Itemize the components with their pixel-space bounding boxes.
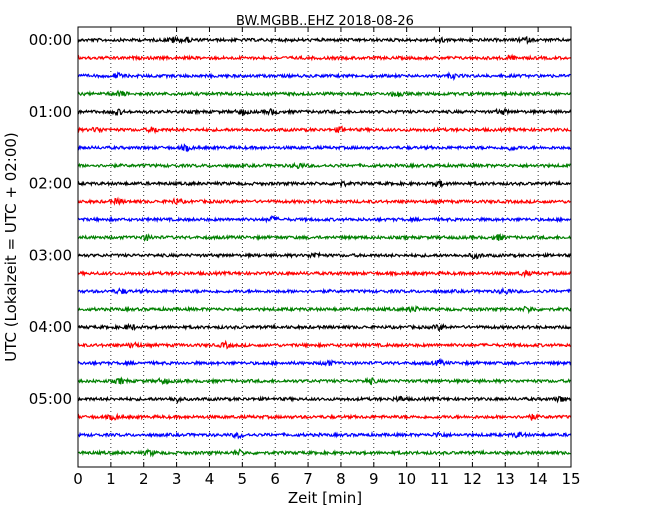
trace-row-15: [77, 304, 572, 315]
y-tick-label: 04:00: [29, 318, 72, 336]
x-tick-label: 1: [106, 470, 116, 488]
chart-title: BW.MGBB..EHZ 2018-08-26: [236, 14, 414, 29]
x-tick-label: 10: [397, 470, 416, 488]
trace-row-4: [77, 107, 572, 117]
trace-row-2: [77, 71, 571, 82]
x-tick-label: 11: [430, 470, 449, 488]
y-tick-label: 02:00: [29, 175, 72, 193]
trace-row-12: [77, 251, 572, 260]
y-tick-label: 05:00: [29, 390, 72, 408]
trace-row-16: [77, 322, 572, 332]
y-tick-label: 00:00: [29, 31, 72, 49]
x-tick-label: 6: [270, 470, 280, 488]
y-tick-label: 01:00: [29, 103, 72, 121]
x-tick-label: 14: [529, 470, 548, 488]
trace-lines: [77, 35, 572, 458]
x-tick-label: 0: [73, 470, 83, 488]
trace-row-11: [77, 233, 572, 242]
x-tick-label: 13: [496, 470, 515, 488]
x-tick-label: 3: [172, 470, 182, 488]
x-tick-label: 12: [463, 470, 482, 488]
trace-row-14: [77, 286, 571, 295]
trace-row-17: [77, 339, 571, 350]
trace-row-9: [77, 196, 571, 206]
plot-frame: [77, 26, 572, 468]
x-tick-label: 5: [238, 470, 248, 488]
trace-row-0: [77, 35, 571, 45]
x-tick-label: 4: [205, 470, 215, 488]
x-tick-label: 8: [336, 470, 346, 488]
trace-row-5: [77, 125, 572, 135]
x-axis-ticks: 0 1 2 3 4 5 6 7 8 9 10 11 12 13 14 15: [73, 27, 581, 488]
x-tick-label: 15: [561, 470, 580, 488]
trace-row-21: [77, 412, 572, 421]
y-axis-label: UTC (Lokalzeit = UTC + 02:00): [2, 132, 20, 362]
trace-row-10: [77, 214, 572, 224]
trace-row-6: [77, 143, 572, 153]
grid-lines: [110, 27, 539, 467]
trace-row-22: [77, 431, 572, 440]
y-axis-ticks: 00:00 01:00 02:00 03:00 04:00 05:00: [29, 31, 571, 408]
trace-row-20: [77, 395, 572, 404]
x-axis-label: Zeit [min]: [288, 489, 362, 507]
trace-row-3: [77, 89, 572, 98]
trace-row-23: [77, 448, 571, 458]
x-tick-label: 7: [303, 470, 313, 488]
trace-row-18: [77, 357, 572, 367]
x-tick-label: 9: [369, 470, 379, 488]
trace-row-1: [77, 53, 572, 62]
trace-row-13: [77, 269, 572, 279]
x-tick-label: 2: [139, 470, 149, 488]
trace-row-19: [77, 376, 571, 386]
trace-row-8: [77, 179, 572, 189]
y-tick-label: 03:00: [29, 246, 72, 264]
trace-row-7: [77, 161, 572, 170]
